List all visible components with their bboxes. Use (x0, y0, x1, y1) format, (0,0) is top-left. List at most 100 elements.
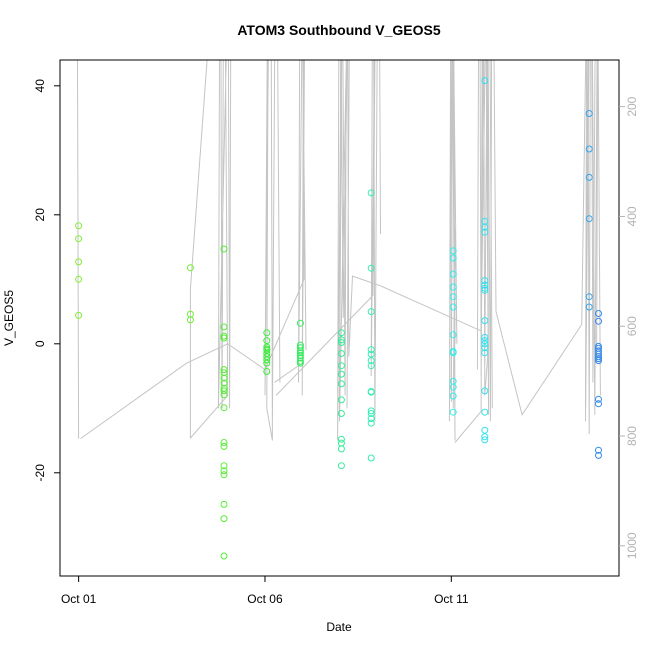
data-point (220, 404, 228, 412)
data-point (296, 354, 304, 362)
data-point (449, 270, 457, 278)
data-point (263, 329, 271, 337)
x-tick-label: Oct 06 (247, 592, 283, 606)
data-point (367, 410, 375, 417)
data-point (337, 336, 345, 344)
data-point (220, 471, 228, 479)
data-point (337, 439, 345, 447)
data-point (220, 323, 228, 331)
data-point (595, 357, 602, 365)
data-point (595, 400, 602, 408)
y-tick-label: 40 (33, 79, 47, 93)
chart-title: ATOM3 Southbound V_GEOS5 (237, 22, 440, 38)
data-point (367, 415, 375, 423)
y-tick-label: -20 (33, 464, 47, 482)
data-point (481, 281, 489, 289)
data-point (296, 357, 304, 365)
data-point (449, 254, 457, 262)
data-point (367, 189, 375, 197)
data-point (367, 388, 375, 396)
data-point (75, 222, 83, 230)
right-tick-label: 600 (625, 316, 639, 336)
data-point (481, 408, 489, 416)
data-point (186, 316, 194, 324)
profile-line (80, 60, 305, 441)
data-point (481, 277, 489, 285)
data-point (296, 359, 304, 367)
profile-line (476, 60, 490, 396)
data-point (367, 357, 375, 365)
data-point (220, 374, 228, 382)
data-point (220, 500, 228, 508)
data-point (337, 435, 345, 443)
data-point (585, 173, 593, 181)
data-point (585, 145, 593, 153)
y-tick-label: 0 (33, 340, 47, 347)
data-point (296, 344, 304, 352)
y-axis-label: V_GEOS5 (2, 290, 16, 346)
right-axis: 200 400 600 800 1000 (619, 96, 639, 559)
data-point (75, 275, 83, 283)
data-point (220, 552, 228, 560)
data-point (481, 228, 489, 236)
x-tick-label: Oct 01 (61, 592, 97, 606)
data-point (367, 454, 375, 462)
profile-line (274, 60, 307, 396)
profile-line (448, 60, 456, 422)
data-point (449, 247, 457, 255)
data-point (481, 340, 489, 348)
data-point (481, 436, 489, 444)
data-point (449, 349, 457, 357)
profile-line (76, 60, 232, 440)
data-point (337, 329, 345, 337)
data-point (595, 353, 602, 361)
data-point (75, 235, 83, 243)
data-point (595, 310, 602, 317)
data-point (481, 433, 489, 441)
data-point (263, 368, 271, 375)
data-point (595, 342, 602, 350)
y-axis: -20 0 20 40 (33, 79, 60, 482)
data-point (220, 442, 228, 450)
data-point (449, 283, 457, 291)
data-point (449, 293, 457, 301)
data-point (75, 311, 83, 319)
data-point (337, 380, 345, 388)
data-point (585, 303, 593, 311)
profile-line (275, 60, 381, 422)
profile-lines (76, 60, 601, 443)
data-point (220, 515, 228, 523)
right-tick-label: 200 (625, 96, 639, 116)
data-point (367, 264, 375, 272)
data-point (481, 387, 489, 395)
data-point (595, 355, 602, 363)
data-point (337, 370, 345, 378)
data-point (481, 286, 489, 294)
data-point (75, 258, 83, 266)
profile-line (339, 60, 493, 422)
right-tick-label: 400 (625, 206, 639, 226)
profile-line (450, 60, 458, 441)
x-tick-label: Oct 11 (434, 592, 469, 606)
data-point (481, 426, 489, 434)
data-point (220, 462, 228, 470)
data-point (595, 395, 602, 403)
data-point (220, 467, 228, 475)
data-point (481, 284, 489, 292)
profile-line (337, 60, 348, 441)
data-point (220, 391, 228, 399)
data-point (481, 349, 489, 357)
data-point (337, 339, 345, 346)
data-point (367, 308, 375, 316)
profile-line (454, 60, 599, 443)
data-point (296, 319, 304, 327)
data-point (296, 349, 304, 357)
data-point (585, 293, 593, 301)
data-point (367, 407, 375, 415)
data-point (186, 264, 194, 272)
data-point (220, 245, 228, 253)
x-axis-label: Date (326, 620, 352, 634)
data-point (449, 408, 457, 416)
data-point (481, 77, 489, 85)
